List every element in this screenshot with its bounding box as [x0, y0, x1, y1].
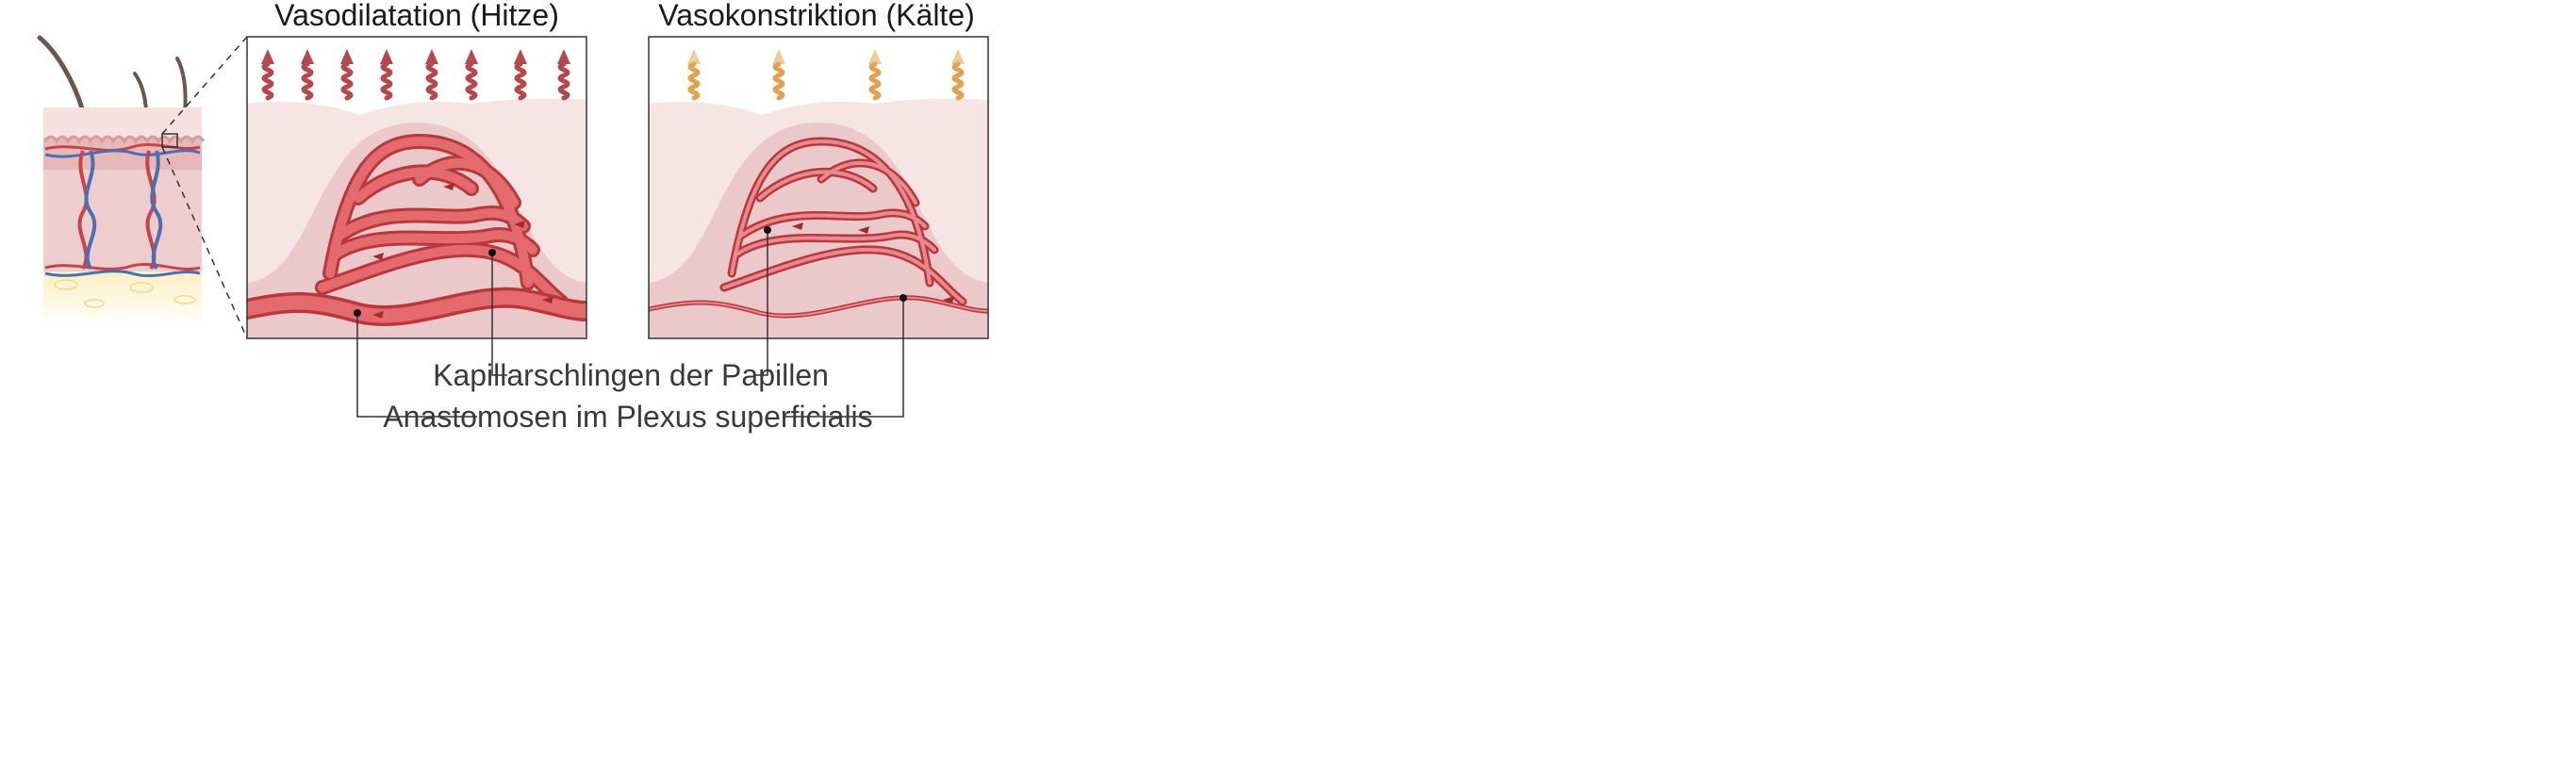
anastomosis-vessel	[649, 295, 988, 319]
superficial-plexus-artery	[44, 142, 201, 152]
wave-arrowhead	[514, 49, 527, 64]
wave-arrowhead	[301, 49, 314, 64]
leader-lines	[356, 230, 904, 418]
wave-arrowhead	[687, 49, 701, 64]
flow-arrows	[372, 183, 553, 319]
leader-dots	[354, 226, 907, 317]
vessel-pair-vein	[150, 150, 163, 271]
panel-vasodilatation	[246, 36, 587, 339]
hair	[133, 72, 148, 113]
wave-arrowhead	[425, 49, 438, 64]
wave-arrowhead	[557, 49, 570, 64]
wave-line	[380, 61, 393, 101]
wave-arrowhead	[868, 49, 882, 64]
title-vasokonstriktion: Vasokonstriktion (Kälte)	[658, 0, 975, 32]
vessel-pair-vein	[84, 150, 97, 271]
anastomosis-vessel	[247, 287, 586, 326]
panel-frame	[246, 36, 587, 339]
flow-arrows	[792, 222, 954, 304]
leader-capillary-left	[491, 253, 507, 376]
wave-line	[425, 61, 438, 101]
vessel-pair-artery	[77, 150, 89, 271]
deep-plexus-vein	[44, 270, 201, 278]
wave-arrowhead	[951, 49, 965, 64]
zoom-line	[161, 146, 248, 339]
heat-waves	[261, 49, 570, 101]
dermis-layer	[43, 170, 202, 273]
hair	[175, 57, 188, 113]
hair	[37, 35, 86, 114]
papillary-layer	[43, 138, 202, 172]
wave-arrowhead	[380, 49, 393, 64]
label-anastomoses: Anastomosen im Plexus superficialis	[383, 400, 872, 434]
zoom-line	[161, 36, 248, 135]
wave-arrowhead	[261, 49, 274, 64]
leader-capillary-right	[754, 230, 768, 376]
wave-line	[301, 61, 314, 101]
wave-line	[465, 61, 478, 101]
panel-vasokonstriktion	[648, 36, 989, 339]
deep-plexus-artery	[44, 263, 201, 271]
zoom-box	[161, 133, 178, 148]
capillary-loops	[719, 137, 967, 306]
leader-anastomosis-left	[356, 313, 477, 418]
wave-line	[340, 61, 354, 101]
leader-anastomosis-right	[784, 298, 904, 418]
wave-line	[261, 61, 274, 101]
wave-arrowhead	[340, 49, 354, 64]
panel-frame	[648, 36, 989, 339]
wave-arrowhead	[465, 49, 478, 64]
wave-line	[687, 61, 701, 101]
label-capillary-loops: Kapillarschlingen der Papillen	[433, 358, 829, 392]
title-vasodilatation: Vasodilatation (Hitze)	[274, 0, 559, 32]
capillary-loops	[315, 133, 569, 309]
wave-line	[868, 61, 882, 101]
wave-line	[951, 61, 965, 101]
cold-waves	[687, 49, 965, 101]
wave-line	[772, 61, 785, 101]
superficial-plexus-vein	[44, 149, 201, 158]
wave-line	[514, 61, 527, 101]
wave-line	[557, 61, 570, 101]
wave-arrowhead	[772, 49, 785, 64]
fat-cells	[54, 279, 196, 308]
skin-overview	[37, 35, 248, 339]
